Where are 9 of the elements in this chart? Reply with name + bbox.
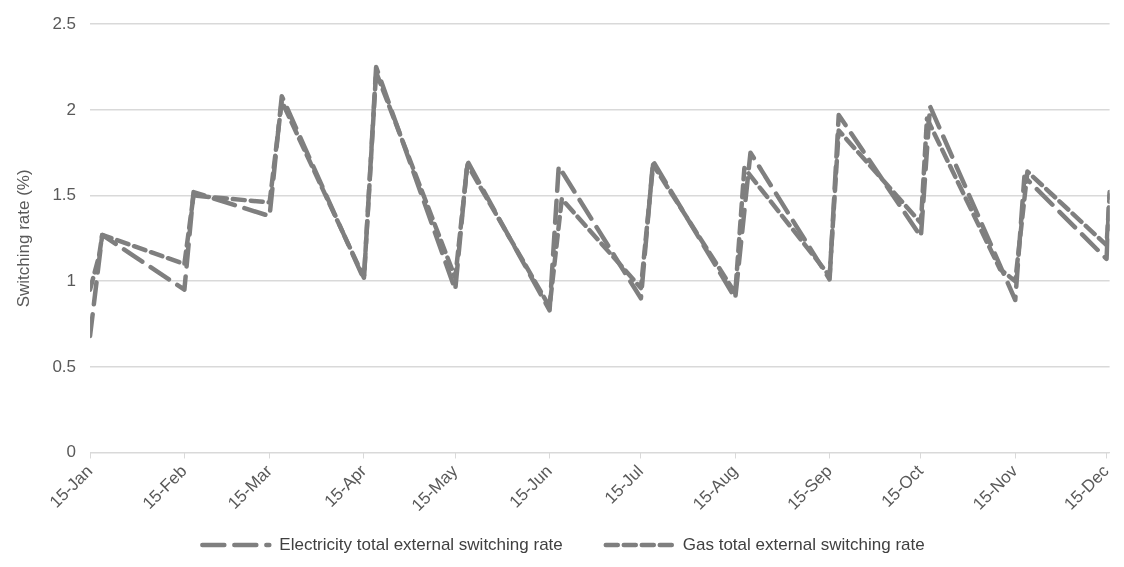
legend-label: Electricity total external switching rate <box>279 534 563 554</box>
y-tick-label: 1.5 <box>52 185 77 205</box>
y-tick-label: 0.5 <box>52 356 77 376</box>
y-tick-label: 0 <box>66 442 77 462</box>
y-tick-label: 1 <box>66 270 77 290</box>
y-tick-label: 2.5 <box>52 13 77 33</box>
legend-label: Gas total external switching rate <box>682 534 925 554</box>
y-tick-label: 2 <box>66 99 77 119</box>
y-axis-title: Switching rate (%) <box>13 169 33 308</box>
